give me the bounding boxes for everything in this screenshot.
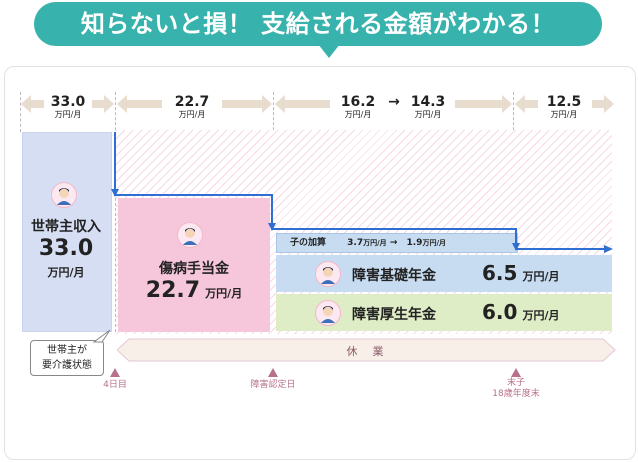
header-arrows — [21, 95, 614, 113]
leave-label: 休 業 — [346, 345, 386, 358]
header-value: 14.3 — [410, 94, 446, 110]
child-to-value: 1.9 — [406, 238, 423, 248]
header-unit: 万円/月 — [178, 110, 206, 119]
income-label: 世帯主収入 — [31, 219, 101, 235]
header-unit: 万円/月 — [344, 110, 372, 119]
basic-pension-value: 6.5 — [482, 261, 518, 285]
person-icon — [51, 182, 77, 208]
header-segment-3a: 16.2 万円/月 — [336, 94, 380, 120]
child-from-unit: 万円/月 — [363, 239, 387, 247]
divider-1 — [20, 92, 21, 132]
welfare-pension-amount: 6.0 万円/月 — [482, 300, 560, 324]
income-value: 33.0 — [38, 236, 94, 261]
callout-pointer — [92, 330, 111, 343]
person-icon — [315, 300, 341, 326]
divider-2 — [115, 92, 116, 332]
page-title: 知らないと損！ 支給される金額がわかる！ — [34, 2, 602, 46]
tick-label-youngest-child: 末子 — [506, 378, 525, 388]
sickness-box — [118, 198, 270, 332]
tick-label-age-18: 18歳年度末 — [492, 389, 540, 399]
income-box — [22, 132, 112, 332]
person-icon — [315, 261, 341, 287]
tick-label-certification: 障害認定日 — [250, 380, 296, 390]
title-pointer — [318, 44, 340, 58]
sickness-unit: 万円/月 — [205, 287, 243, 300]
header-segment-4: 12.5 万円/月 — [542, 94, 586, 120]
tick-marker — [511, 368, 521, 377]
welfare-pension-unit: 万円/月 — [522, 309, 560, 322]
leave-bar — [117, 338, 616, 362]
basic-pension-label: 障害基礎年金 — [352, 268, 436, 284]
callout-line-1: 世帯主が — [47, 345, 87, 356]
basic-pension-amount: 6.5 万円/月 — [482, 261, 560, 285]
header-unit: 万円/月 — [54, 110, 82, 119]
welfare-pension-label: 障害厚生年金 — [352, 307, 436, 323]
child-addition-row: 子の加算 3.7万円/月 → 1.9万円/月 — [290, 235, 510, 251]
header-segment-3b: 14.3 万円/月 — [406, 94, 450, 120]
basic-pension-unit: 万円/月 — [522, 270, 560, 283]
tick-label-day4: 4日目 — [103, 380, 127, 390]
header-value: 22.7 — [174, 94, 210, 110]
sickness-value: 22.7 — [145, 278, 201, 303]
header-unit: 万円/月 — [550, 110, 578, 119]
callout-line-2: 要介護状態 — [42, 360, 92, 371]
income-unit: 万円/月 — [47, 266, 85, 279]
tick-marker — [110, 368, 120, 377]
sickness-label: 傷病手当金 — [159, 261, 229, 277]
child-from-value: 3.7 — [347, 238, 364, 248]
welfare-pension-value: 6.0 — [482, 300, 518, 324]
header-unit: 万円/月 — [414, 110, 442, 119]
person-icon — [177, 222, 203, 248]
header-segment-1: 33.0 万円/月 — [46, 94, 90, 120]
header-value: 16.2 — [340, 94, 376, 110]
callout-box: 世帯主が 要介護状態 — [30, 340, 104, 376]
header-segment-2: 22.7 万円/月 — [170, 94, 214, 120]
child-to-unit: 万円/月 — [422, 239, 447, 247]
sickness-amount: 22.7 万円/月 — [118, 278, 270, 303]
child-addition-label: 子の加算 — [290, 238, 327, 248]
header-arrow-icon: → — [388, 94, 400, 110]
header-value: 12.5 — [546, 94, 582, 110]
header-value: 33.0 — [50, 94, 86, 110]
tick-marker — [268, 368, 278, 377]
child-arrow-icon: → — [389, 238, 398, 248]
